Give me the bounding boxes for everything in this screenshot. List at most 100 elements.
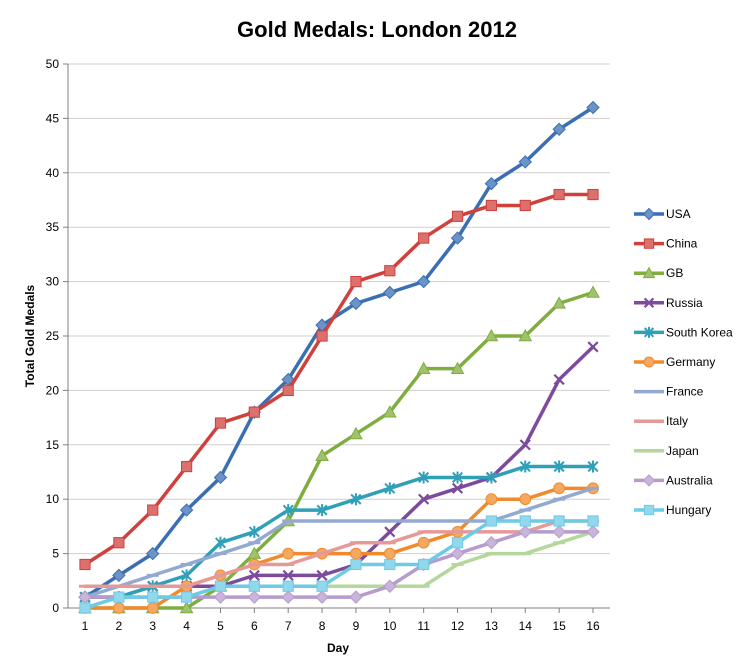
x-tick-label: 11	[417, 619, 430, 633]
legend-item-gb: GB	[634, 266, 683, 280]
data-point-australia	[281, 590, 295, 604]
data-point-russia	[282, 569, 294, 581]
data-point-china	[418, 232, 430, 244]
data-point-hungary	[181, 591, 193, 603]
x-tick-label: 3	[149, 619, 156, 633]
legend-item-japan: Japan	[634, 444, 699, 458]
series-line-usa	[83, 105, 595, 599]
data-point-gb	[315, 448, 329, 461]
data-point-south-korea	[384, 482, 396, 495]
data-point-gb	[349, 426, 363, 440]
data-point-usa	[213, 470, 228, 485]
series-line-china	[83, 192, 595, 567]
data-point-russia	[248, 569, 260, 581]
data-point-usa	[383, 285, 397, 300]
y-tick-label: 30	[46, 275, 60, 289]
data-point-australia	[315, 590, 329, 604]
data-point-south-korea	[214, 536, 226, 549]
data-point-germany	[519, 493, 532, 506]
legend-label-hungary: Hungary	[666, 503, 711, 517]
data-point-australia	[213, 590, 228, 604]
data-point-australia	[450, 546, 465, 561]
data-point-germany	[383, 547, 396, 560]
data-point-hungary	[316, 580, 328, 592]
data-point-russia	[384, 526, 396, 538]
data-point-south-korea	[418, 471, 430, 484]
data-point-russia	[519, 439, 531, 451]
data-point-china	[181, 460, 193, 473]
legend-item-france: France	[634, 385, 704, 399]
legend-marker-usa	[642, 207, 656, 221]
series-line-russia	[83, 345, 595, 599]
series-line-italy	[83, 519, 595, 588]
data-point-usa	[416, 274, 431, 289]
legend-label-germany: Germany	[666, 355, 715, 369]
legend-label-italy: Italy	[666, 414, 688, 428]
x-tick-label: 9	[353, 619, 360, 633]
data-point-south-korea	[519, 460, 531, 473]
series-hungary	[79, 515, 599, 614]
data-point-china	[384, 265, 396, 277]
y-tick-label: 25	[46, 329, 60, 343]
data-point-germany	[417, 536, 430, 549]
data-point-russia	[587, 341, 599, 353]
data-point-south-korea	[587, 460, 599, 473]
data-point-russia	[316, 569, 328, 581]
data-point-germany	[112, 602, 125, 614]
data-point-usa	[484, 176, 499, 191]
data-point-gb	[552, 296, 566, 309]
data-point-hungary	[79, 602, 91, 614]
series-group	[78, 100, 600, 614]
data-point-gb	[179, 600, 194, 614]
series-line-france	[83, 486, 595, 599]
data-point-gb	[450, 361, 465, 374]
data-point-hungary	[147, 591, 159, 603]
data-point-gb	[518, 328, 533, 342]
data-point-china	[485, 199, 497, 212]
data-point-hungary	[485, 515, 497, 527]
data-point-usa	[450, 231, 465, 245]
data-point-usa	[518, 155, 532, 169]
data-point-china	[451, 210, 464, 222]
data-point-hungary	[519, 515, 531, 527]
y-tick-label: 5	[52, 547, 59, 561]
data-point-gb	[484, 328, 499, 342]
data-point-usa	[586, 100, 600, 115]
data-point-gb	[382, 405, 397, 418]
series-italy	[79, 519, 599, 588]
y-tick-labels: 0 5 10 15 20 25 30 35 40 45 50	[46, 57, 60, 615]
data-point-china	[553, 188, 565, 201]
x-tick-label: 4	[183, 619, 190, 633]
data-point-china	[79, 558, 91, 571]
legend-label-russia: Russia	[666, 296, 703, 310]
data-point-hungary	[384, 558, 396, 571]
y-tick-label: 45	[46, 111, 60, 125]
data-point-germany	[553, 482, 566, 495]
x-tick-label: 15	[552, 619, 566, 633]
x-tick-label: 5	[217, 619, 224, 633]
data-point-usa	[552, 122, 566, 136]
data-point-hungary	[553, 515, 565, 527]
legend-label-australia: Australia	[666, 473, 713, 487]
legend: USA China GB Russia South Korea Germany France…	[634, 207, 733, 517]
y-tick-label: 50	[46, 57, 60, 71]
legend-item-usa: USA	[634, 207, 691, 221]
legend-label-gb: GB	[666, 266, 683, 280]
chart-title: Gold Medals: London 2012	[237, 17, 517, 42]
legend-label-japan: Japan	[666, 444, 699, 458]
legend-marker-germany	[643, 356, 655, 368]
data-point-gb	[586, 285, 600, 298]
legend-marker-russia	[643, 297, 655, 308]
x-tick-label: 1	[82, 619, 89, 633]
data-point-germany	[282, 547, 295, 560]
data-point-hungary	[451, 537, 464, 549]
data-point-hungary	[248, 580, 260, 592]
y-tick-label: 35	[46, 220, 60, 234]
legend-item-south-korea: South Korea	[634, 325, 733, 339]
series-usa	[78, 100, 600, 604]
data-point-china	[587, 188, 599, 201]
data-point-south-korea	[181, 569, 193, 582]
data-point-usa	[112, 568, 126, 583]
series-russia	[79, 341, 599, 603]
series-line-gb	[83, 290, 595, 610]
